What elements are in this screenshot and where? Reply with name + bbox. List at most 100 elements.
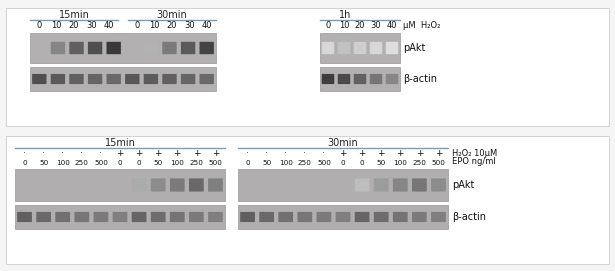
FancyBboxPatch shape bbox=[240, 212, 255, 222]
FancyBboxPatch shape bbox=[189, 212, 204, 222]
FancyBboxPatch shape bbox=[208, 178, 223, 192]
FancyBboxPatch shape bbox=[132, 178, 146, 192]
Text: 500: 500 bbox=[317, 160, 331, 166]
Text: pAkt: pAkt bbox=[452, 180, 474, 190]
FancyBboxPatch shape bbox=[322, 74, 335, 84]
Text: 30min: 30min bbox=[157, 10, 188, 20]
Text: H₂O₂ 10μM: H₂O₂ 10μM bbox=[452, 149, 498, 158]
FancyBboxPatch shape bbox=[69, 42, 84, 54]
Text: 50: 50 bbox=[376, 160, 386, 166]
FancyBboxPatch shape bbox=[298, 212, 312, 222]
Text: β-actin: β-actin bbox=[452, 212, 486, 222]
FancyBboxPatch shape bbox=[386, 42, 399, 54]
FancyBboxPatch shape bbox=[354, 42, 367, 54]
FancyBboxPatch shape bbox=[125, 74, 140, 84]
FancyBboxPatch shape bbox=[374, 212, 389, 222]
FancyBboxPatch shape bbox=[431, 212, 446, 222]
Text: ·: · bbox=[62, 149, 64, 158]
Text: 100: 100 bbox=[279, 160, 293, 166]
FancyBboxPatch shape bbox=[370, 74, 383, 84]
FancyBboxPatch shape bbox=[393, 212, 408, 222]
Text: 250: 250 bbox=[189, 160, 204, 166]
Text: 250: 250 bbox=[298, 160, 312, 166]
Text: ·: · bbox=[303, 149, 306, 158]
Text: +: + bbox=[116, 149, 124, 158]
Text: 0: 0 bbox=[245, 160, 250, 166]
Text: 100: 100 bbox=[56, 160, 69, 166]
Text: pAkt: pAkt bbox=[403, 43, 426, 53]
Text: +: + bbox=[378, 149, 385, 158]
FancyBboxPatch shape bbox=[170, 212, 184, 222]
FancyBboxPatch shape bbox=[50, 42, 65, 54]
FancyBboxPatch shape bbox=[322, 42, 335, 54]
Text: 250: 250 bbox=[413, 160, 426, 166]
Text: 0: 0 bbox=[117, 160, 122, 166]
Text: EPO ng/ml: EPO ng/ml bbox=[452, 157, 496, 166]
FancyBboxPatch shape bbox=[55, 212, 70, 222]
Text: 40: 40 bbox=[104, 21, 114, 30]
FancyBboxPatch shape bbox=[412, 178, 427, 192]
FancyBboxPatch shape bbox=[74, 212, 89, 222]
Bar bbox=[15, 169, 225, 201]
Text: ·: · bbox=[81, 149, 83, 158]
Bar bbox=[238, 205, 448, 229]
Text: 0: 0 bbox=[360, 160, 365, 166]
FancyBboxPatch shape bbox=[132, 212, 146, 222]
Text: 30: 30 bbox=[86, 21, 97, 30]
Text: 250: 250 bbox=[75, 160, 89, 166]
Text: +: + bbox=[135, 149, 143, 158]
Text: +: + bbox=[359, 149, 366, 158]
Text: 0: 0 bbox=[325, 21, 331, 30]
FancyBboxPatch shape bbox=[260, 212, 274, 222]
FancyBboxPatch shape bbox=[162, 74, 177, 84]
Text: 500: 500 bbox=[208, 160, 223, 166]
FancyBboxPatch shape bbox=[338, 74, 351, 84]
FancyBboxPatch shape bbox=[374, 178, 389, 192]
FancyBboxPatch shape bbox=[151, 178, 165, 192]
FancyBboxPatch shape bbox=[189, 178, 204, 192]
FancyBboxPatch shape bbox=[355, 212, 370, 222]
Text: ·: · bbox=[246, 149, 249, 158]
FancyBboxPatch shape bbox=[181, 42, 196, 54]
FancyBboxPatch shape bbox=[199, 42, 214, 54]
Text: +: + bbox=[397, 149, 404, 158]
FancyBboxPatch shape bbox=[113, 212, 127, 222]
Text: 30: 30 bbox=[371, 21, 381, 30]
Text: +: + bbox=[435, 149, 442, 158]
Text: 10: 10 bbox=[339, 21, 349, 30]
FancyBboxPatch shape bbox=[317, 212, 331, 222]
Text: 0: 0 bbox=[341, 160, 345, 166]
FancyBboxPatch shape bbox=[393, 178, 408, 192]
Text: β-actin: β-actin bbox=[403, 74, 437, 84]
FancyBboxPatch shape bbox=[50, 74, 65, 84]
FancyBboxPatch shape bbox=[181, 74, 196, 84]
Text: 50: 50 bbox=[154, 160, 163, 166]
FancyBboxPatch shape bbox=[208, 212, 223, 222]
FancyBboxPatch shape bbox=[279, 212, 293, 222]
Text: ·: · bbox=[23, 149, 26, 158]
Text: 50: 50 bbox=[39, 160, 48, 166]
Text: ·: · bbox=[42, 149, 45, 158]
Text: μM  H₂O₂: μM H₂O₂ bbox=[403, 21, 440, 30]
FancyBboxPatch shape bbox=[36, 212, 51, 222]
FancyBboxPatch shape bbox=[93, 212, 108, 222]
Text: +: + bbox=[212, 149, 219, 158]
Text: 0: 0 bbox=[36, 21, 41, 30]
Text: 0: 0 bbox=[22, 160, 27, 166]
FancyBboxPatch shape bbox=[32, 74, 47, 84]
Text: 500: 500 bbox=[94, 160, 108, 166]
Text: 40: 40 bbox=[387, 21, 397, 30]
FancyBboxPatch shape bbox=[144, 74, 158, 84]
Bar bbox=[320, 33, 400, 63]
Text: +: + bbox=[192, 149, 200, 158]
Text: 15min: 15min bbox=[105, 138, 135, 148]
Text: 0: 0 bbox=[137, 160, 141, 166]
Text: 20: 20 bbox=[355, 21, 365, 30]
Text: 1h: 1h bbox=[339, 10, 351, 20]
FancyBboxPatch shape bbox=[106, 42, 121, 54]
Text: +: + bbox=[416, 149, 423, 158]
Text: 30min: 30min bbox=[328, 138, 359, 148]
Text: 40: 40 bbox=[202, 21, 212, 30]
FancyBboxPatch shape bbox=[162, 42, 177, 54]
FancyBboxPatch shape bbox=[336, 212, 351, 222]
